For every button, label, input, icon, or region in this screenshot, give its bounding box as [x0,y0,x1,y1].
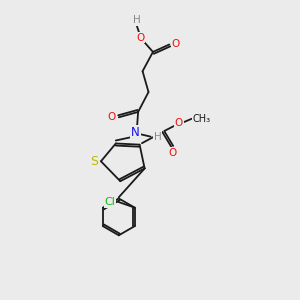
Text: O: O [169,148,177,158]
Text: O: O [136,33,145,43]
Text: H: H [154,132,162,142]
Text: S: S [90,155,98,168]
Text: CH₃: CH₃ [193,114,211,124]
Text: O: O [175,118,183,128]
Text: O: O [107,112,116,122]
Text: H: H [133,15,140,25]
Text: O: O [172,40,180,50]
Text: Cl: Cl [105,197,116,207]
Text: N: N [131,126,140,139]
